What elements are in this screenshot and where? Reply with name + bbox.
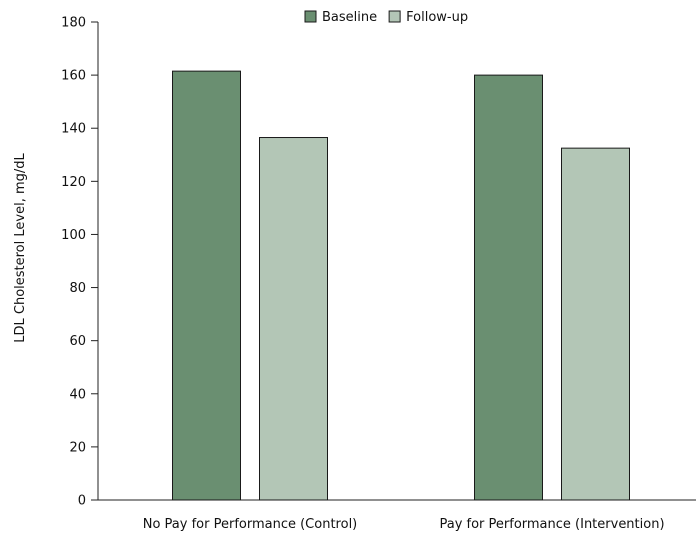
y-tick-label: 140 bbox=[61, 122, 86, 137]
legend-swatch bbox=[388, 10, 401, 23]
x-category-label: No Pay for Performance (Control) bbox=[143, 517, 358, 532]
legend-swatch bbox=[304, 10, 317, 23]
x-category-label: Pay for Performance (Intervention) bbox=[439, 517, 664, 532]
y-axis: 0 20 40 60 80 100 120 140 160 180 bbox=[61, 16, 99, 509]
y-tick-label: 60 bbox=[69, 334, 86, 349]
y-tick-label: 0 bbox=[78, 494, 86, 509]
legend: Baseline Follow-up bbox=[304, 10, 468, 25]
y-tick-label: 80 bbox=[69, 281, 86, 296]
y-tick-label: 20 bbox=[69, 440, 86, 455]
bar-baseline-2 bbox=[474, 74, 543, 501]
y-tick-label: 40 bbox=[69, 387, 86, 402]
y-tick-label: 120 bbox=[61, 175, 86, 190]
bar-follow-up-1 bbox=[259, 137, 328, 501]
y-tick-label: 100 bbox=[61, 228, 86, 243]
x-axis: No Pay for Performance (Control) Pay for … bbox=[98, 499, 696, 532]
bars bbox=[172, 70, 630, 501]
y-tick-label: 160 bbox=[61, 69, 86, 84]
legend-label: Baseline bbox=[322, 10, 377, 25]
y-axis-title: LDL Cholesterol Level, mg/dL bbox=[13, 152, 28, 342]
y-tick-label: 180 bbox=[61, 16, 86, 31]
bar-follow-up-2 bbox=[561, 147, 630, 501]
legend-label: Follow-up bbox=[406, 10, 468, 25]
bar-baseline-1 bbox=[172, 70, 241, 501]
